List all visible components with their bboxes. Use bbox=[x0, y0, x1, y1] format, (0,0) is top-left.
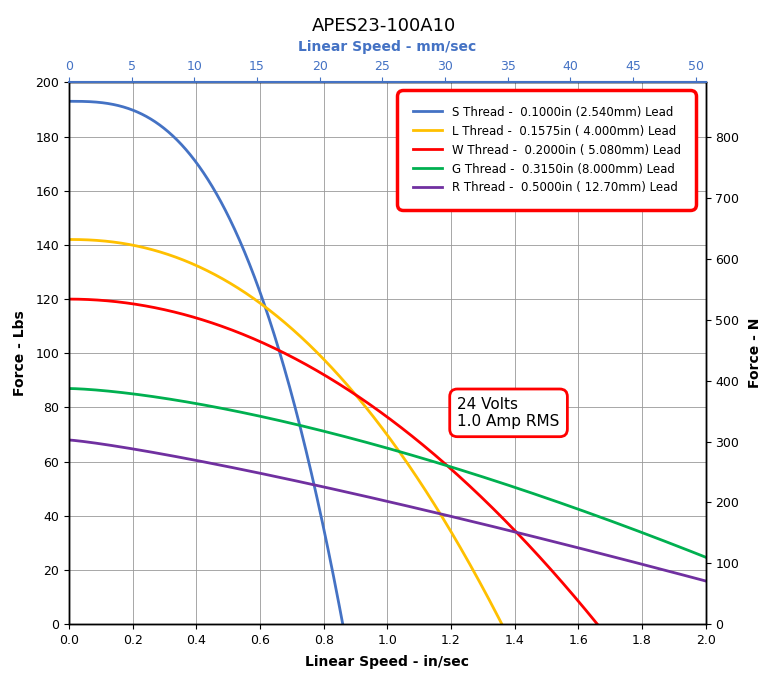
R Thread -  0.5000in ( 12.70mm) Lead bbox=[367, 493, 376, 501]
G Thread -  0.3150in (8.000mm) Lead bbox=[701, 553, 710, 561]
S Thread -  0.1000in (2.540mm) Lead bbox=[289, 397, 298, 405]
L Thread -  0.1575in ( 4.000mm) Lead bbox=[272, 312, 281, 320]
S Thread -  0.1000in (2.540mm) Lead bbox=[212, 191, 222, 199]
Y-axis label: Force - N: Force - N bbox=[748, 318, 762, 388]
G Thread -  0.3150in (8.000mm) Lead bbox=[64, 384, 74, 392]
Line: L Thread -  0.1575in ( 4.000mm) Lead: L Thread - 0.1575in ( 4.000mm) Lead bbox=[69, 239, 502, 624]
G Thread -  0.3150in (8.000mm) Lead bbox=[367, 440, 376, 448]
R Thread -  0.5000in ( 12.70mm) Lead bbox=[701, 577, 710, 585]
G Thread -  0.3150in (8.000mm) Lead bbox=[586, 510, 595, 518]
L Thread -  0.1575in ( 4.000mm) Lead bbox=[322, 358, 331, 366]
L Thread -  0.1575in ( 4.000mm) Lead bbox=[64, 235, 74, 244]
L Thread -  0.1575in ( 4.000mm) Lead bbox=[298, 335, 308, 343]
L Thread -  0.1575in ( 4.000mm) Lead bbox=[270, 310, 279, 318]
Line: S Thread -  0.1000in (2.540mm) Lead: S Thread - 0.1000in (2.540mm) Lead bbox=[69, 102, 343, 624]
Text: APES23-100A10: APES23-100A10 bbox=[311, 17, 456, 35]
Text: 24 Volts
1.0 Amp RMS: 24 Volts 1.0 Amp RMS bbox=[457, 397, 560, 429]
S Thread -  0.1000in (2.540mm) Lead bbox=[195, 162, 204, 170]
Legend: S Thread -  0.1000in (2.540mm) Lead, L Thread -  0.1575in ( 4.000mm) Lead, W Thr: S Thread - 0.1000in (2.540mm) Lead, L Th… bbox=[403, 96, 690, 204]
W Thread -  0.2000in ( 5.080mm) Lead bbox=[498, 513, 507, 521]
R Thread -  0.5000in ( 12.70mm) Lead bbox=[370, 495, 380, 503]
L Thread -  0.1575in ( 4.000mm) Lead bbox=[497, 620, 506, 628]
G Thread -  0.3150in (8.000mm) Lead bbox=[686, 547, 695, 555]
R Thread -  0.5000in ( 12.70mm) Lead bbox=[586, 547, 595, 555]
X-axis label: Linear Speed - mm/sec: Linear Speed - mm/sec bbox=[298, 40, 476, 54]
W Thread -  0.2000in ( 5.080mm) Lead bbox=[580, 604, 589, 613]
Line: G Thread -  0.3150in (8.000mm) Lead: G Thread - 0.3150in (8.000mm) Lead bbox=[69, 388, 706, 557]
L Thread -  0.1575in ( 4.000mm) Lead bbox=[487, 600, 496, 608]
Line: R Thread -  0.5000in ( 12.70mm) Lead: R Thread - 0.5000in ( 12.70mm) Lead bbox=[69, 440, 706, 581]
W Thread -  0.2000in ( 5.080mm) Lead bbox=[318, 370, 328, 379]
R Thread -  0.5000in ( 12.70mm) Lead bbox=[64, 436, 74, 444]
R Thread -  0.5000in ( 12.70mm) Lead bbox=[686, 573, 695, 581]
G Thread -  0.3150in (8.000mm) Lead bbox=[370, 440, 380, 449]
S Thread -  0.1000in (2.540mm) Lead bbox=[338, 620, 347, 628]
S Thread -  0.1000in (2.540mm) Lead bbox=[227, 220, 236, 228]
G Thread -  0.3150in (8.000mm) Lead bbox=[443, 462, 453, 470]
S Thread -  0.1000in (2.540mm) Lead bbox=[64, 97, 74, 106]
L Thread -  0.1575in ( 4.000mm) Lead bbox=[420, 484, 429, 492]
R Thread -  0.5000in ( 12.70mm) Lead bbox=[409, 504, 418, 512]
S Thread -  0.1000in (2.540mm) Lead bbox=[196, 165, 206, 173]
W Thread -  0.2000in ( 5.080mm) Lead bbox=[64, 295, 74, 303]
Line: W Thread -  0.2000in ( 5.080mm) Lead: W Thread - 0.2000in ( 5.080mm) Lead bbox=[69, 299, 597, 624]
W Thread -  0.2000in ( 5.080mm) Lead bbox=[351, 390, 360, 399]
G Thread -  0.3150in (8.000mm) Lead bbox=[409, 451, 418, 460]
W Thread -  0.2000in ( 5.080mm) Lead bbox=[379, 410, 388, 418]
Y-axis label: Force - Lbs: Force - Lbs bbox=[13, 311, 27, 397]
X-axis label: Linear Speed - in/sec: Linear Speed - in/sec bbox=[305, 655, 469, 670]
S Thread -  0.1000in (2.540mm) Lead bbox=[331, 586, 341, 594]
R Thread -  0.5000in ( 12.70mm) Lead bbox=[443, 512, 453, 520]
W Thread -  0.2000in ( 5.080mm) Lead bbox=[593, 620, 602, 628]
W Thread -  0.2000in ( 5.080mm) Lead bbox=[315, 368, 324, 377]
